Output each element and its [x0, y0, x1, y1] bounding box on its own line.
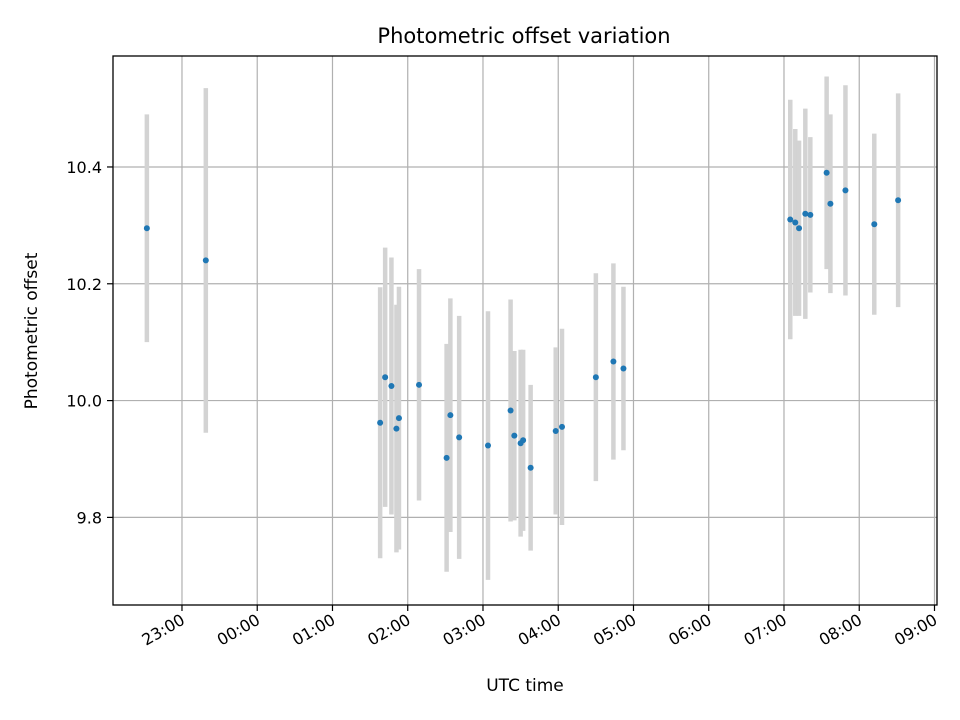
- x-tick-label: 00:00: [214, 610, 263, 650]
- y-axis-ticks: 9.8 10.0 10.2 10.4: [66, 158, 113, 527]
- data-point: [382, 374, 389, 381]
- plot-frame: [112, 55, 938, 606]
- data-point: [443, 454, 450, 461]
- data-point: [802, 210, 809, 217]
- data-point: [842, 187, 849, 194]
- data-point: [447, 412, 454, 419]
- data-point: [527, 464, 534, 471]
- y-tick-label: 9.8: [77, 508, 102, 527]
- x-tick-label: 04:00: [515, 610, 564, 650]
- data-point: [796, 225, 803, 232]
- x-tick-label: 07:00: [741, 610, 790, 650]
- data-point: [895, 197, 902, 204]
- x-tick-label: 09:00: [891, 610, 940, 650]
- data-point: [592, 374, 599, 381]
- error-bars: [144, 76, 901, 580]
- data-point: [807, 211, 814, 218]
- data-point: [558, 423, 565, 430]
- data-point: [511, 432, 518, 439]
- data-point: [827, 200, 834, 207]
- data-point: [485, 442, 492, 449]
- data-point: [393, 425, 400, 432]
- x-tick-label: 02:00: [364, 610, 413, 650]
- y-tick-label: 10.0: [66, 392, 102, 411]
- data-point: [456, 434, 463, 441]
- data-point: [202, 257, 209, 264]
- y-axis-label: Photometric offset: [22, 252, 42, 409]
- x-tick-label: 01:00: [289, 610, 338, 650]
- data-point: [143, 225, 150, 232]
- x-tick-label: 08:00: [816, 610, 865, 650]
- data-point: [871, 221, 878, 228]
- x-tick-label: 05:00: [590, 610, 639, 650]
- data-point: [377, 419, 384, 426]
- data-point: [520, 437, 527, 444]
- data-point: [416, 381, 423, 388]
- x-tick-label: 23:00: [139, 610, 188, 650]
- y-tick-label: 10.2: [66, 275, 102, 294]
- x-axis-ticks: 23:00 00:00 01:00 02:00 03:00 04:00 05:00 06:00…: [139, 605, 940, 650]
- data-point: [507, 407, 514, 414]
- data-point: [395, 415, 402, 422]
- chart-title: Photometric offset variation: [377, 24, 670, 48]
- data-point: [610, 358, 617, 365]
- y-tick-label: 10.4: [66, 158, 102, 177]
- data-point: [823, 169, 830, 176]
- data-point: [552, 427, 559, 434]
- data-point: [787, 216, 794, 223]
- x-tick-label: 03:00: [440, 610, 489, 650]
- data-point: [620, 365, 627, 372]
- data-point: [388, 382, 395, 389]
- data-points: [143, 169, 902, 471]
- x-tick-label: 06:00: [665, 610, 714, 650]
- data-point: [792, 219, 799, 226]
- x-axis-label: UTC time: [486, 676, 564, 696]
